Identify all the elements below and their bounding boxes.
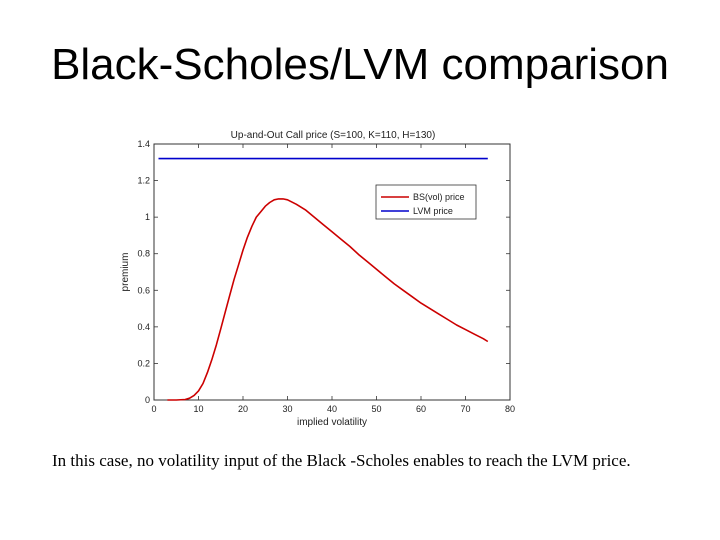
x-tick-label: 30 [282, 404, 292, 414]
y-tick-label: 1.4 [137, 139, 150, 149]
legend-box [375, 184, 477, 220]
y-tick-label: 1 [145, 212, 150, 222]
x-tick-label: 10 [193, 404, 203, 414]
x-tick-label: 40 [327, 404, 337, 414]
legend: BS(vol) price LVM price [375, 184, 477, 220]
chart-svg: Up-and-Out Call price (S=100, K=110, H=1… [120, 130, 515, 428]
x-tick-label: 0 [151, 404, 156, 414]
x-tick-label: 60 [416, 404, 426, 414]
x-tick-label: 20 [238, 404, 248, 414]
legend-label: LVM price [413, 206, 453, 216]
slide-title: Black-Scholes/LVM comparison [51, 40, 669, 89]
slide-caption: In this case, no volatility input of the… [52, 451, 631, 470]
y-tick-label: 0.2 [137, 358, 150, 368]
y-tick-label: 0.4 [137, 322, 150, 332]
series-layer [158, 157, 489, 401]
plot-frame [153, 143, 511, 401]
x-tick-label: 70 [460, 404, 470, 414]
y-tick-label: 0 [145, 395, 150, 405]
legend-label: BS(vol) price [413, 192, 465, 202]
chart-title: Up-and-Out Call price (S=100, K=110, H=1… [231, 130, 436, 141]
x-axis-label: implied volatility [297, 417, 367, 428]
y-axis-label: premium [120, 253, 131, 292]
y-tick-label: 1.2 [137, 176, 150, 186]
axis-ticks: 0 10 20 30 40 50 60 70 80 0 0.2 0.4 0.6 0.8 1 1.2 1.4 [137, 139, 515, 414]
x-tick-label: 50 [371, 404, 381, 414]
y-tick-label: 0.6 [137, 285, 150, 295]
series-line-bs-price [167, 198, 489, 401]
chart-figure: Up-and-Out Call price (S=100, K=110, H=1… [110, 122, 530, 432]
y-tick-label: 0.8 [137, 249, 150, 259]
x-tick-label: 80 [505, 404, 515, 414]
